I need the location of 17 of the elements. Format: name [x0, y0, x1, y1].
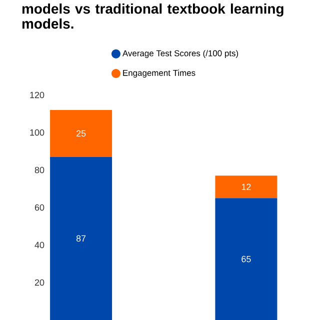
y-tick-label: 60	[34, 204, 44, 211]
legend-label: Average Test Scores (/100 pts)	[122, 50, 238, 58]
bar	[215, 176, 278, 198]
data-label: 65	[242, 256, 251, 262]
data-label: 25	[76, 130, 86, 137]
legend-label: Engagement Times	[123, 70, 196, 78]
y-tick-label: 100	[30, 129, 44, 136]
y-tick-label: 40	[34, 242, 44, 248]
bar	[215, 198, 278, 320]
bar	[50, 156, 112, 320]
y-tick-label: 120	[30, 92, 44, 98]
data-label: 87	[76, 235, 86, 242]
y-tick-label: 20	[34, 279, 44, 286]
bar	[50, 110, 112, 157]
chart-title: models vs traditional textbook learning models.	[22, 4, 284, 29]
y-tick-label: 80	[34, 166, 44, 174]
data-label: 12	[242, 184, 251, 190]
